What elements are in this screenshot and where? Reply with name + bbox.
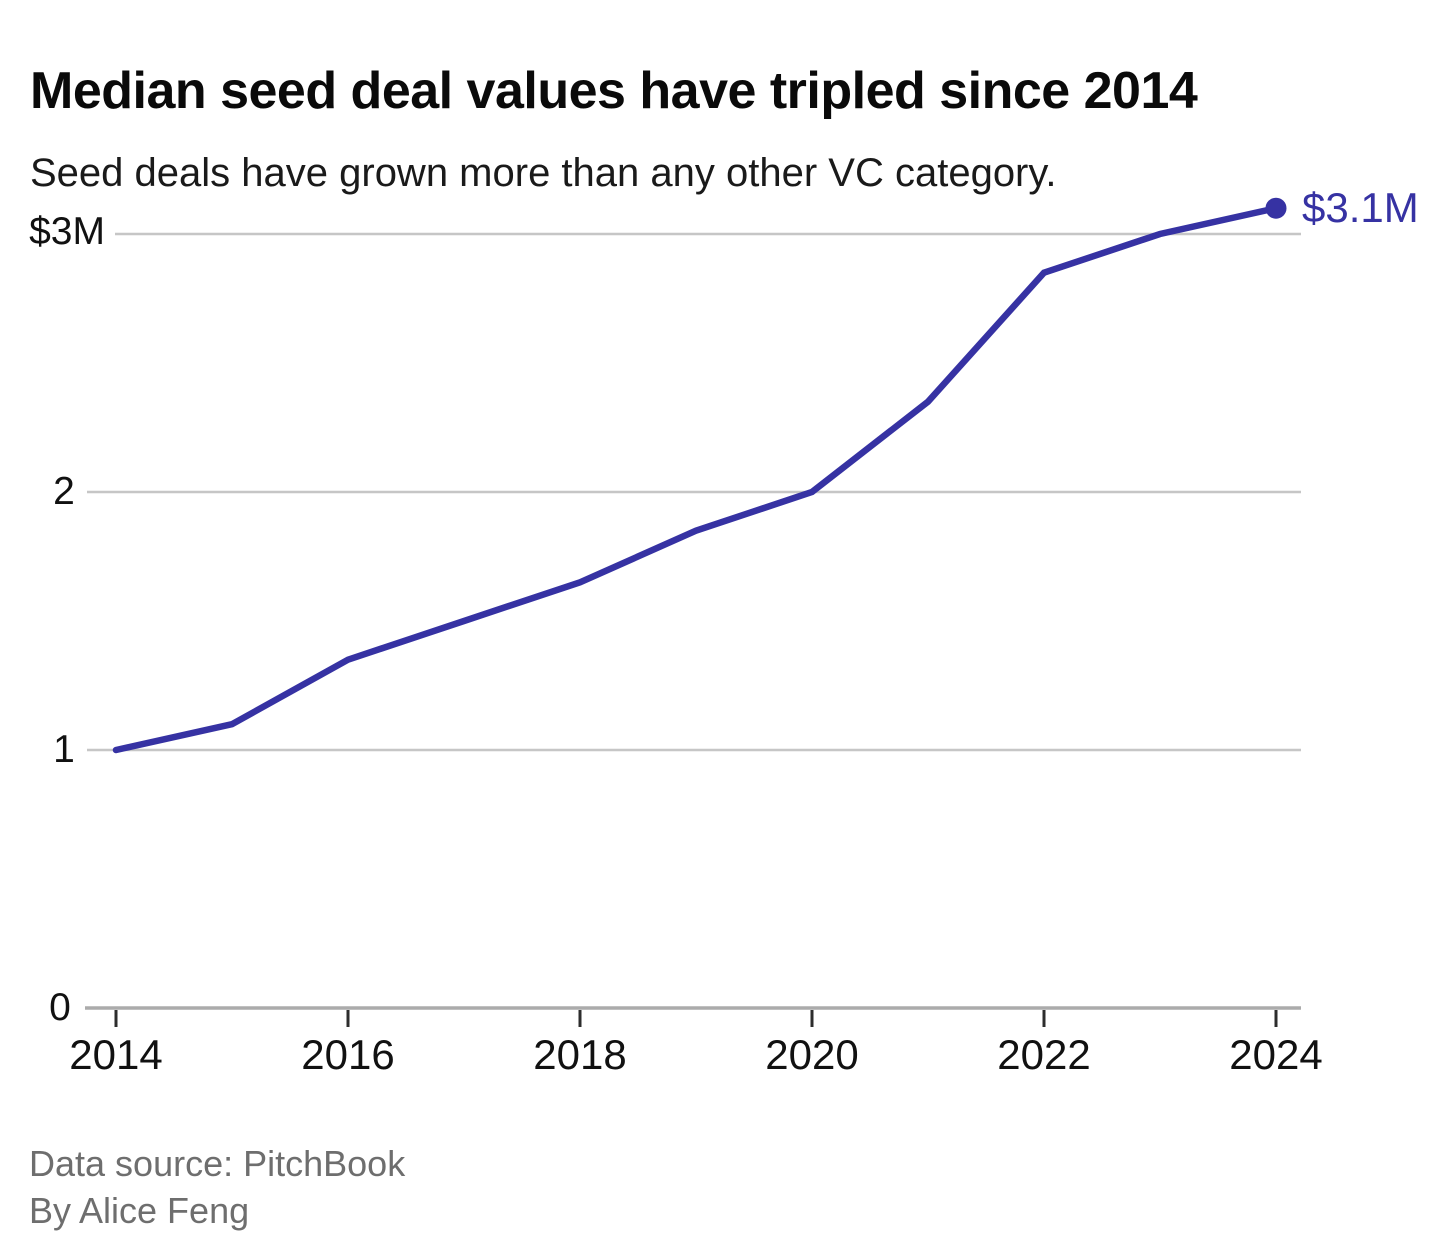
x-tick-label-2014: 2014 [69,1031,163,1078]
x-tick-label-2020: 2020 [765,1031,859,1078]
end-point-dot [1265,197,1287,219]
chart-title: Median seed deal values have tripled sin… [30,61,1198,120]
y-tick-label-3m: $3M [29,210,105,253]
x-tick-label-2016: 2016 [301,1031,395,1078]
x-tick-label-2018: 2018 [533,1031,627,1078]
data-line [112,204,1280,754]
y-tick-label-1: 1 [53,728,75,771]
y-tick-label-0: 0 [49,986,71,1029]
chart-footer: Data source: PitchBook By Alice Feng [29,1140,405,1234]
byline: By Alice Feng [29,1190,250,1231]
y-tick-label-2: 2 [53,470,75,513]
x-tick-label-2022: 2022 [997,1031,1091,1078]
data-source-line: Data source: PitchBook [29,1143,406,1184]
x-tick-label-2024: 2024 [1229,1031,1323,1078]
chart-subtitle: Seed deals have grown more than any othe… [30,151,1057,195]
end-value-label: $3.1M [1302,184,1419,231]
